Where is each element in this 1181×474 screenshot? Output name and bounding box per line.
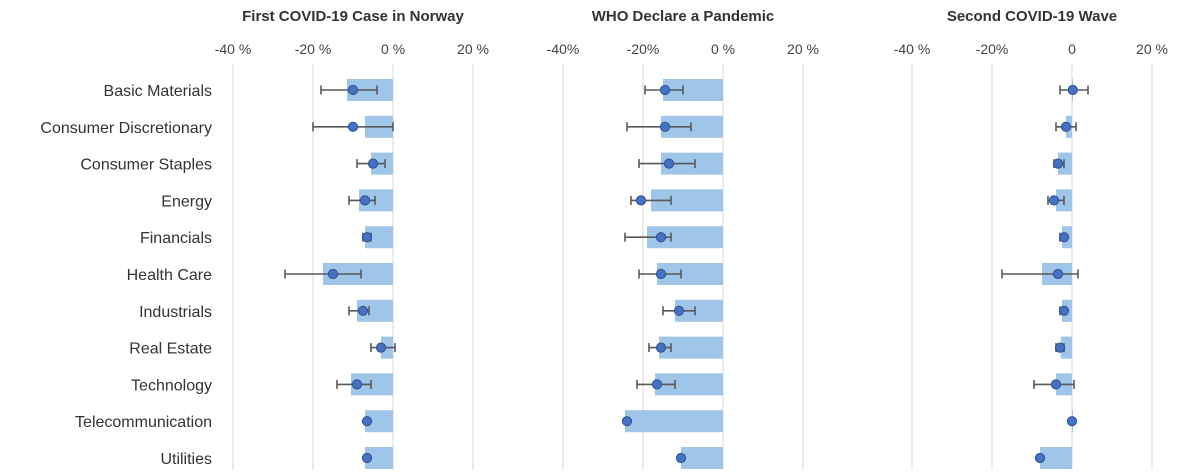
x-tick-label: 20 %	[787, 41, 819, 57]
data-point	[659, 121, 671, 132]
data-point	[663, 158, 675, 169]
bar	[661, 115, 723, 138]
data-point	[327, 268, 339, 280]
category-label: Technology	[131, 377, 212, 394]
bar	[657, 263, 723, 285]
panel-title: First COVID-19 Case in Norway	[242, 8, 464, 25]
x-tick-label: 0	[1068, 41, 1076, 57]
data-point	[351, 379, 363, 390]
category-label: Basic Materials	[104, 83, 212, 100]
bar	[357, 299, 393, 322]
data-point	[621, 416, 633, 427]
category-label: Consumer Staples	[80, 157, 212, 174]
data-point	[347, 84, 359, 96]
data-point	[361, 452, 373, 464]
data-point	[359, 195, 371, 206]
bar	[365, 447, 393, 469]
data-point	[1050, 379, 1062, 390]
data-point	[673, 305, 685, 316]
bar	[675, 299, 723, 322]
data-point	[347, 121, 359, 132]
data-point	[1052, 158, 1064, 169]
bar	[1040, 447, 1072, 469]
data-point	[357, 305, 369, 316]
x-tick-label: -20%	[976, 41, 1009, 57]
x-tick-label: 20 %	[457, 41, 489, 57]
data-point	[655, 342, 667, 353]
data-point	[1054, 342, 1066, 353]
data-point	[1052, 268, 1064, 280]
x-tick-label: 0 %	[381, 41, 405, 57]
bar	[681, 447, 723, 469]
data-point	[1060, 121, 1072, 132]
bar	[1058, 152, 1072, 175]
x-tick-label: -40 %	[215, 41, 252, 57]
data-point	[655, 232, 667, 243]
data-point	[361, 232, 373, 243]
bar	[625, 410, 723, 433]
bar	[359, 189, 393, 212]
x-tick-label: 0 %	[711, 41, 735, 57]
data-point	[1067, 84, 1078, 96]
data-point	[651, 379, 663, 390]
data-point	[1048, 195, 1060, 206]
bar	[351, 373, 393, 396]
x-tick-label: 20 %	[1136, 41, 1168, 57]
data-point	[1058, 305, 1070, 316]
category-label: Consumer Discretionary	[40, 120, 212, 137]
bar	[647, 226, 723, 249]
data-point	[375, 342, 387, 353]
data-point	[1066, 416, 1078, 427]
panel-title: Second COVID-19 Wave	[947, 8, 1117, 25]
bar	[365, 226, 393, 249]
x-tick-label: -40%	[547, 41, 580, 57]
panel-title: WHO Declare a Pandemic	[592, 8, 775, 25]
bar	[659, 336, 723, 359]
x-tick-label: -40 %	[894, 41, 931, 57]
data-point	[675, 452, 687, 464]
bar	[651, 189, 723, 212]
data-point	[361, 416, 373, 427]
data-point	[655, 268, 667, 280]
data-point	[1058, 232, 1070, 243]
data-point	[635, 195, 647, 206]
x-tick-label: -20 %	[295, 41, 332, 57]
bar	[655, 373, 723, 396]
bar	[1060, 336, 1072, 359]
category-label: Energy	[161, 193, 212, 210]
bar	[365, 410, 393, 433]
category-label: Utilities	[160, 451, 212, 468]
category-label: Telecommunication	[75, 414, 212, 431]
category-label: Financials	[140, 230, 212, 247]
category-label: Health Care	[127, 267, 212, 284]
data-point	[1034, 452, 1046, 464]
bar	[663, 79, 723, 101]
category-label: Real Estate	[129, 341, 212, 358]
category-label: Industrials	[139, 304, 212, 321]
x-tick-label: -20%	[627, 41, 660, 57]
data-point	[367, 158, 379, 169]
data-point	[659, 84, 671, 96]
